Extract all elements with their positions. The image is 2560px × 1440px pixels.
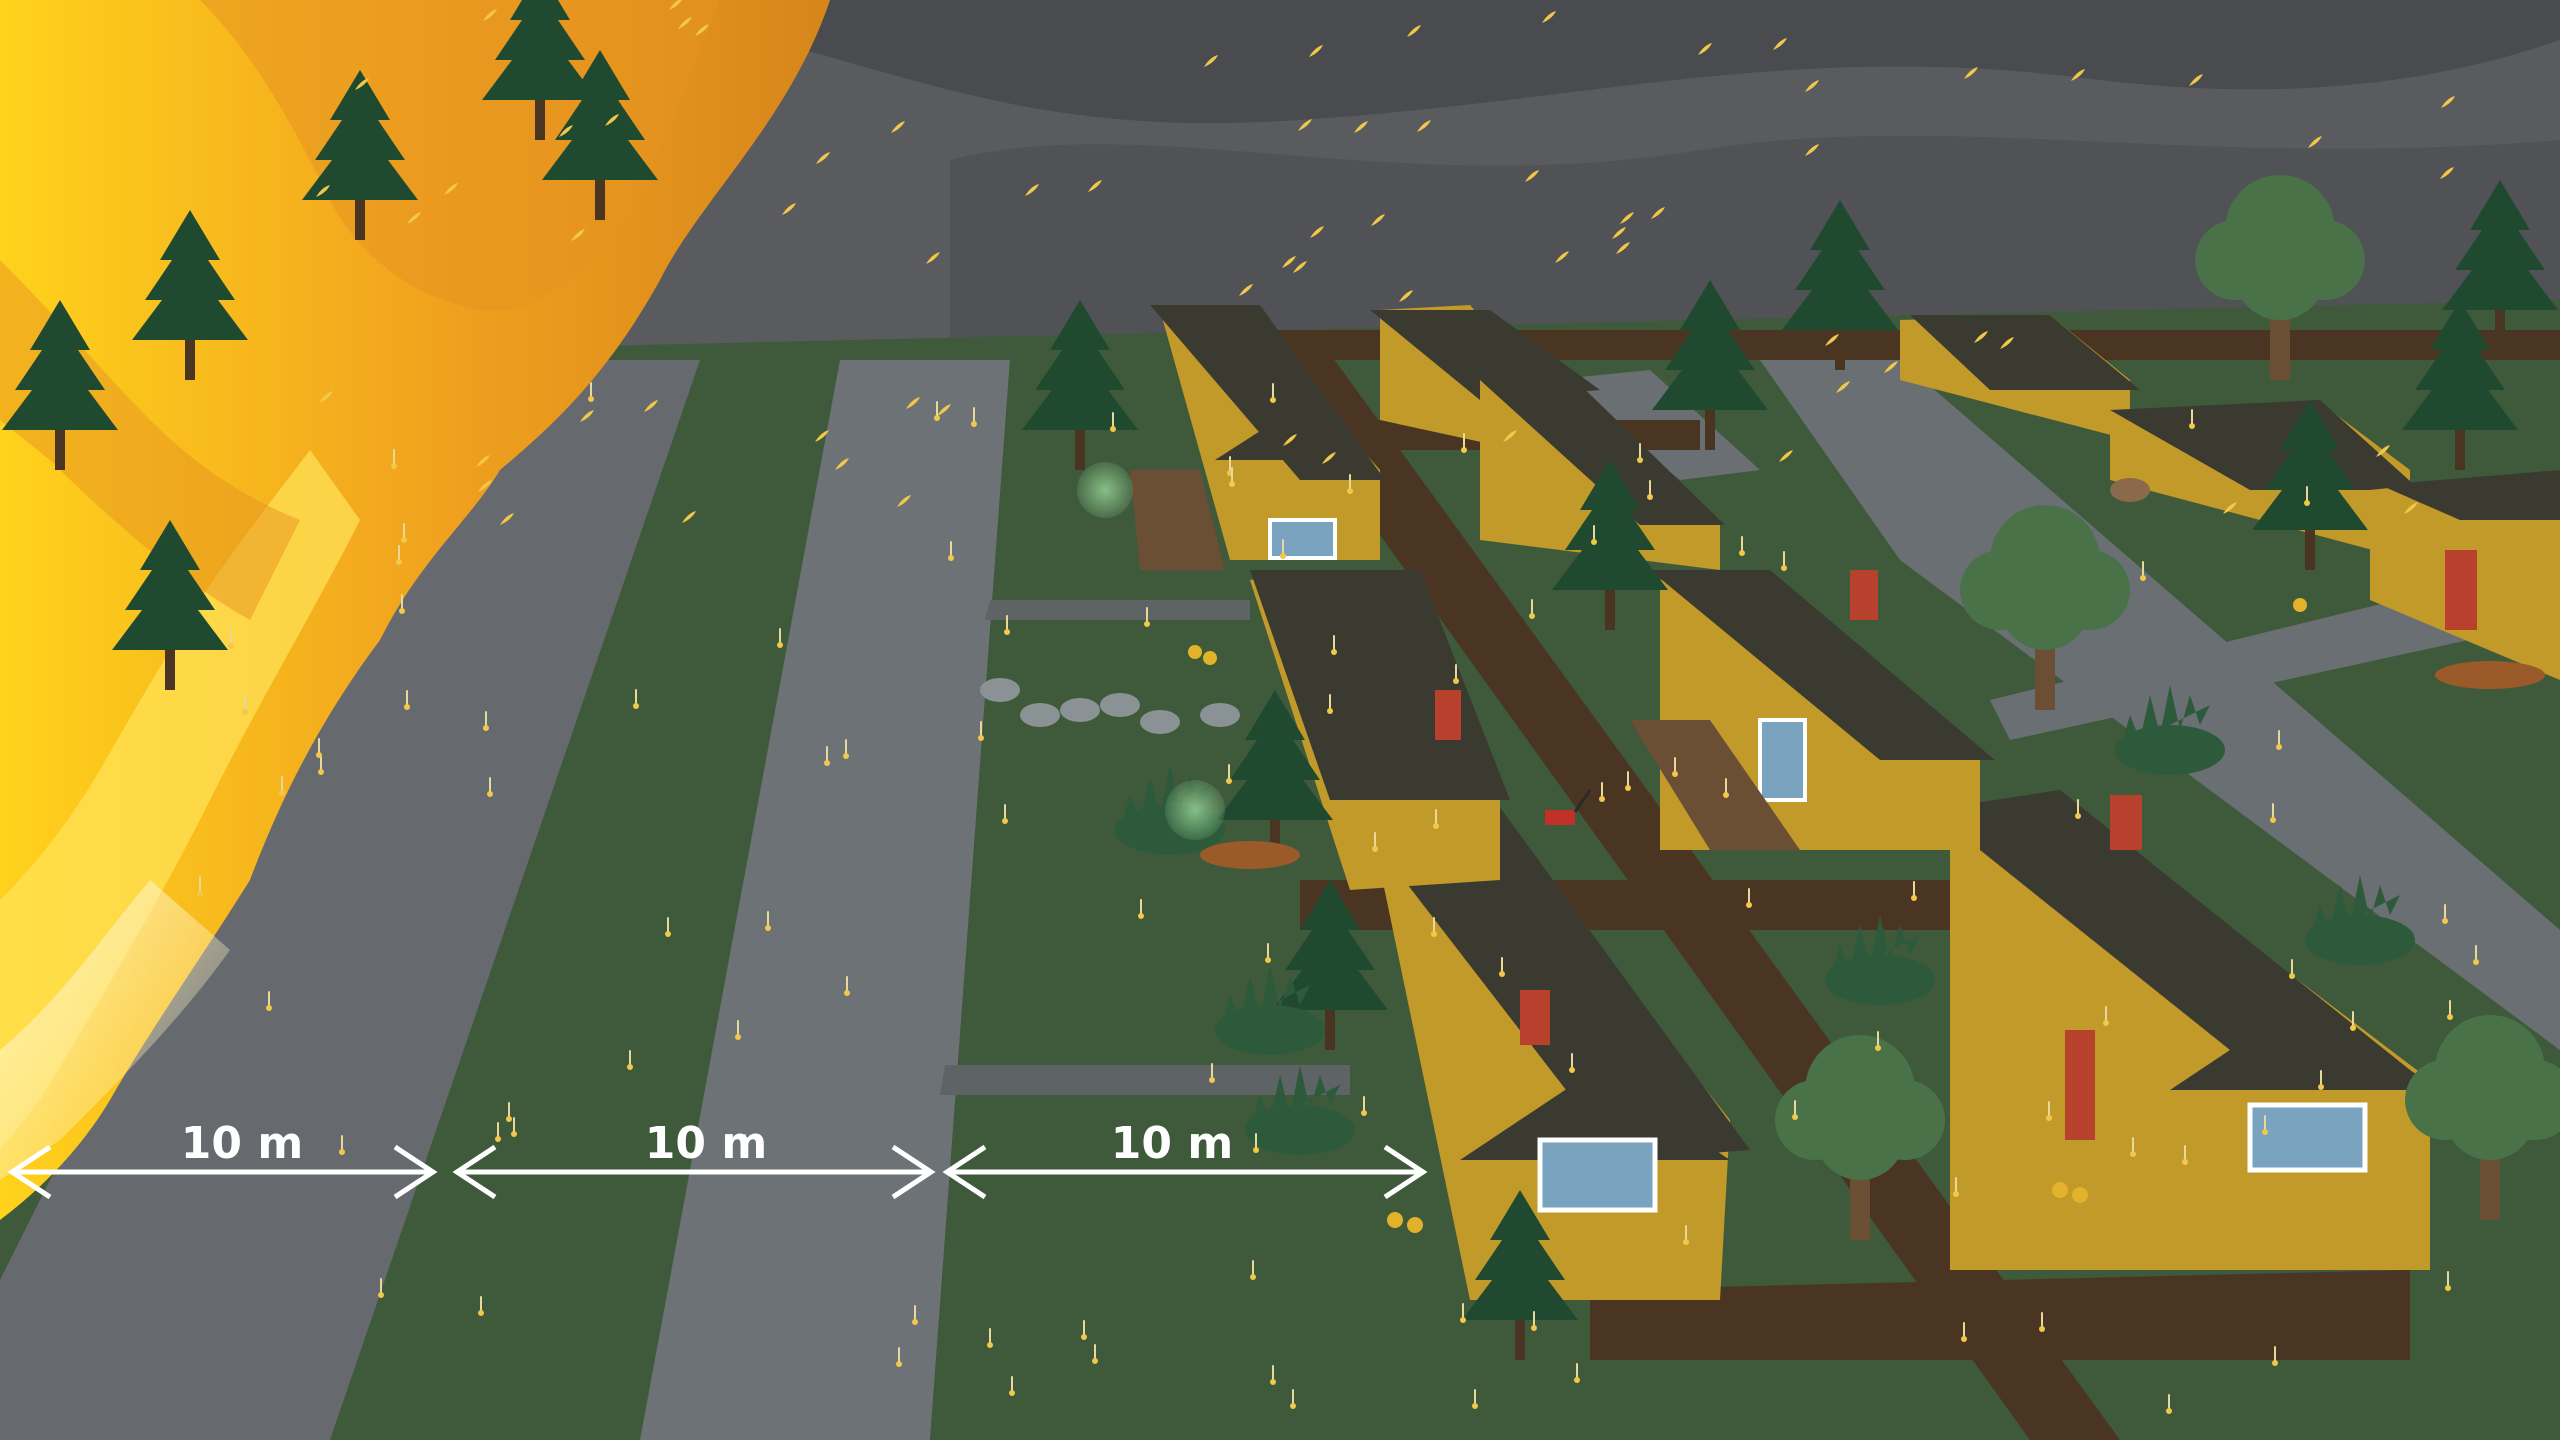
distance-marker-2: 10 m — [452, 1118, 936, 1200]
house-back-1 — [1150, 305, 1385, 560]
house-far-right — [1900, 315, 2560, 680]
distance-marker-1: 10 m — [7, 1118, 438, 1200]
firewood-pile — [1200, 478, 2545, 869]
lawn-mower-icon — [1545, 789, 1592, 825]
flowers — [1188, 598, 2307, 1233]
stepping-stones — [980, 678, 1240, 734]
house-front-right — [1930, 790, 2440, 1270]
house-back-3 — [1480, 375, 1725, 570]
distance-label-2: 10 m — [645, 1118, 767, 1169]
distance-marker-3: 10 m — [942, 1118, 1428, 1200]
distance-label-1: 10 m — [181, 1118, 303, 1169]
house-mid-left — [1250, 570, 1510, 890]
deck — [1130, 470, 1800, 850]
ember-haze-spots — [1077, 462, 1225, 840]
distance-label-3: 10 m — [1111, 1118, 1233, 1169]
distance-markers: 10 m 10 m 10 m — [7, 1118, 1428, 1200]
